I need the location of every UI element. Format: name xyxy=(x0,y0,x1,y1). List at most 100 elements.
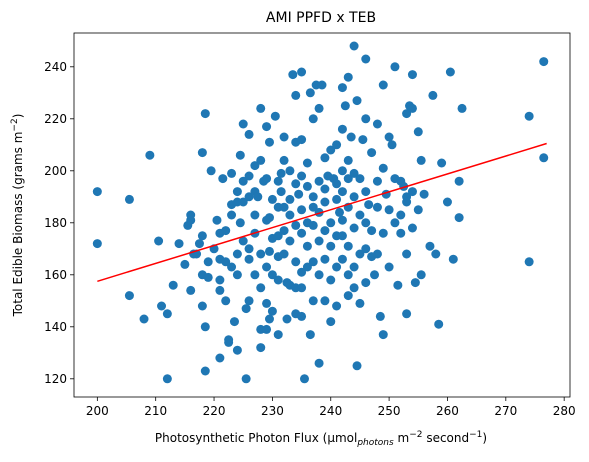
data-point xyxy=(297,228,307,238)
data-point xyxy=(358,135,368,145)
data-point xyxy=(232,345,242,355)
data-point xyxy=(416,270,426,280)
data-point xyxy=(221,257,231,267)
y-tick-label: 160 xyxy=(44,268,67,282)
data-point xyxy=(378,80,388,90)
data-point xyxy=(361,187,371,197)
data-point xyxy=(367,226,377,236)
data-point xyxy=(264,314,274,324)
data-point xyxy=(215,285,225,295)
data-point xyxy=(326,218,336,228)
data-point xyxy=(314,103,324,113)
data-point xyxy=(305,88,315,98)
data-point xyxy=(308,192,318,202)
data-point xyxy=(285,166,295,176)
data-point xyxy=(229,317,239,327)
data-point xyxy=(355,210,365,220)
data-point xyxy=(162,374,172,384)
data-point xyxy=(294,189,304,199)
data-point xyxy=(238,197,248,207)
data-point xyxy=(337,187,347,197)
data-point xyxy=(279,155,289,165)
data-point xyxy=(297,267,307,277)
data-point xyxy=(256,103,266,113)
data-point xyxy=(320,153,330,163)
data-point xyxy=(224,337,234,347)
data-point xyxy=(524,111,534,121)
data-point xyxy=(206,166,216,176)
data-point xyxy=(361,54,371,64)
data-point xyxy=(361,114,371,124)
data-point xyxy=(299,374,309,384)
data-point xyxy=(364,200,374,210)
data-point xyxy=(273,330,283,340)
data-point xyxy=(285,210,295,220)
data-point xyxy=(244,171,254,181)
data-point xyxy=(168,280,178,290)
data-point xyxy=(343,291,353,301)
data-point xyxy=(378,163,388,173)
data-point xyxy=(256,283,266,293)
data-point xyxy=(124,291,134,301)
data-point xyxy=(241,304,251,314)
data-point xyxy=(92,187,102,197)
data-point xyxy=(273,275,283,285)
data-point xyxy=(256,155,266,165)
data-point xyxy=(314,236,324,246)
x-axis-label: Photosynthetic Photon Flux (μmolphotons … xyxy=(155,430,487,448)
data-point xyxy=(244,192,254,202)
data-point xyxy=(425,241,435,251)
y-tick-label: 180 xyxy=(44,216,67,230)
data-point xyxy=(387,140,397,150)
data-point xyxy=(302,158,312,168)
data-point xyxy=(326,241,336,251)
data-point xyxy=(308,114,318,124)
x-tick-label: 210 xyxy=(144,404,167,418)
x-tick-label: 230 xyxy=(261,404,284,418)
data-point xyxy=(343,241,353,251)
data-point xyxy=(372,119,382,129)
data-point xyxy=(139,314,149,324)
x-tick-label: 250 xyxy=(378,404,401,418)
data-point xyxy=(238,176,248,186)
data-point xyxy=(402,197,412,207)
y-tick-label: 140 xyxy=(44,320,67,334)
data-point xyxy=(212,215,222,225)
data-point xyxy=(308,202,318,212)
data-point xyxy=(262,122,272,132)
data-point xyxy=(361,218,371,228)
y-tick-label: 120 xyxy=(44,372,67,386)
data-point xyxy=(297,283,307,293)
data-point xyxy=(314,358,324,368)
data-point xyxy=(355,298,365,308)
data-point xyxy=(227,210,237,220)
data-point xyxy=(218,174,228,184)
x-tick-label: 260 xyxy=(436,404,459,418)
data-point xyxy=(384,262,394,272)
data-point xyxy=(291,179,301,189)
data-point xyxy=(302,241,312,251)
data-point xyxy=(276,168,286,178)
data-point xyxy=(250,270,260,280)
data-point xyxy=(419,189,429,199)
data-point xyxy=(174,239,184,249)
data-point xyxy=(407,187,417,197)
data-point xyxy=(332,140,342,150)
data-point xyxy=(332,179,342,189)
data-point xyxy=(407,223,417,233)
chart-title: AMI PPFD x TEB xyxy=(266,10,376,26)
data-point xyxy=(332,301,342,311)
data-point xyxy=(337,124,347,134)
data-point xyxy=(346,132,356,142)
data-point xyxy=(194,239,204,249)
x-tick-label: 200 xyxy=(86,404,109,418)
plot-frame xyxy=(73,32,571,398)
data-point xyxy=(241,374,251,384)
data-point xyxy=(390,218,400,228)
data-point xyxy=(157,301,167,311)
data-point xyxy=(396,228,406,238)
data-point xyxy=(262,262,272,272)
data-point xyxy=(413,127,423,137)
data-point xyxy=(402,309,412,319)
data-point xyxy=(402,109,412,119)
